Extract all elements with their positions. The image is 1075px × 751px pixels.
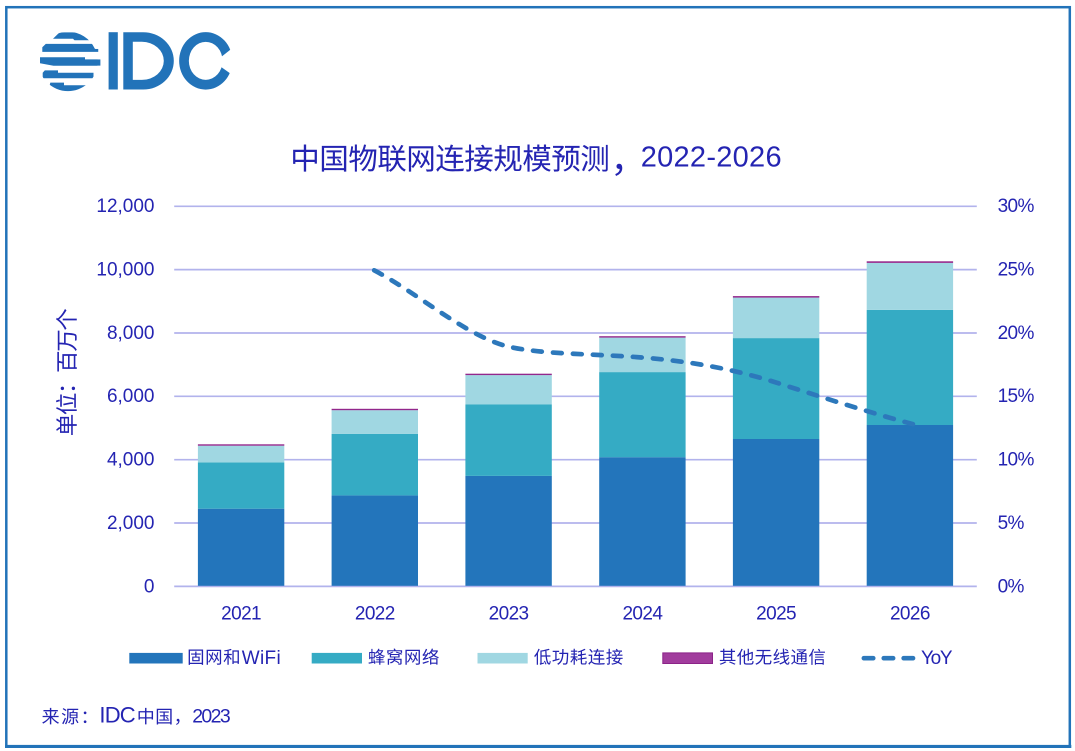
svg-text:2022-2026: 2022-2026 — [641, 142, 782, 174]
svg-text:0: 0 — [144, 576, 155, 597]
svg-text:10,000: 10,000 — [96, 260, 154, 281]
svg-text:10%: 10% — [998, 450, 1035, 471]
svg-text:20%: 20% — [998, 323, 1035, 344]
svg-text:6,000: 6,000 — [107, 386, 155, 407]
svg-text:2026: 2026 — [890, 603, 930, 624]
svg-text:IDC: IDC — [99, 702, 135, 727]
svg-text:4,000: 4,000 — [107, 450, 155, 471]
svg-text:25%: 25% — [998, 260, 1035, 281]
svg-text:5%: 5% — [998, 513, 1025, 534]
svg-text:30%: 30% — [998, 196, 1035, 217]
svg-text:15%: 15% — [998, 386, 1035, 407]
svg-text:2022: 2022 — [355, 603, 395, 624]
svg-text:2024: 2024 — [622, 603, 663, 624]
svg-text:8,000: 8,000 — [107, 323, 155, 344]
svg-text:2023: 2023 — [489, 603, 529, 624]
svg-text:2,000: 2,000 — [107, 513, 155, 534]
svg-text:2025: 2025 — [756, 603, 796, 624]
svg-text:2023: 2023 — [192, 705, 231, 727]
svg-text:WiFi: WiFi — [242, 648, 281, 669]
svg-text:2021: 2021 — [221, 603, 261, 624]
svg-text:YoY: YoY — [921, 648, 953, 669]
svg-text:0%: 0% — [998, 576, 1025, 597]
svg-text:12,000: 12,000 — [96, 196, 154, 217]
